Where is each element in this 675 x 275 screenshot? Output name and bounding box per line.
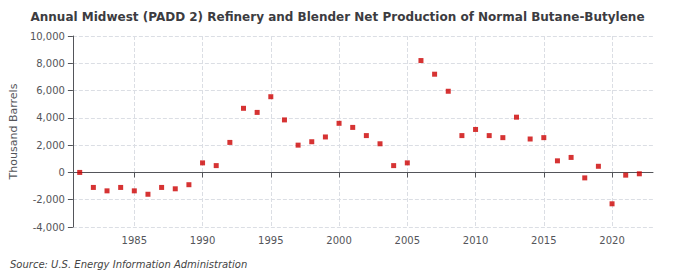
svg-text:2020: 2020 (599, 235, 624, 246)
svg-text:2000: 2000 (326, 235, 351, 246)
svg-text:4,000: 4,000 (36, 112, 65, 123)
svg-text:10,000: 10,000 (30, 31, 65, 42)
svg-text:0: 0 (59, 167, 65, 178)
svg-text:1995: 1995 (258, 235, 283, 246)
svg-text:Thousand Barrels: Thousand Barrels (7, 83, 20, 180)
svg-text:8,000: 8,000 (36, 58, 65, 69)
svg-text:Annual Midwest (PADD 2) Refine: Annual Midwest (PADD 2) Refinery and Ble… (30, 10, 644, 24)
svg-text:2005: 2005 (395, 235, 420, 246)
svg-text:1990: 1990 (190, 235, 215, 246)
svg-text:-4,000: -4,000 (33, 222, 65, 233)
svg-text:2010: 2010 (463, 235, 488, 246)
svg-text:Source: U.S. Energy Informatio: Source: U.S. Energy Information Administ… (10, 259, 247, 270)
svg-text:1985: 1985 (122, 235, 147, 246)
svg-text:6,000: 6,000 (36, 85, 65, 96)
svg-text:2015: 2015 (531, 235, 556, 246)
svg-text:2,000: 2,000 (36, 140, 65, 151)
svg-text:-2,000: -2,000 (33, 194, 65, 205)
